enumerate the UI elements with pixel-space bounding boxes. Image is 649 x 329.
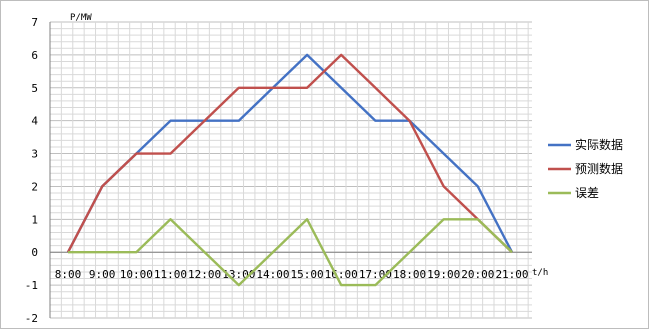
x-tick-label: 9:00	[89, 268, 116, 281]
x-axis-unit: t/h	[532, 268, 548, 278]
x-tick-label: 20:00	[461, 268, 494, 281]
y-tick-label: 3	[31, 148, 38, 161]
series-line-3	[68, 218, 513, 287]
x-tick-label: 19:00	[427, 268, 460, 281]
x-tick-label: 18:00	[393, 268, 426, 281]
x-tick-label: 10:00	[120, 268, 153, 281]
legend-label: 误差	[575, 186, 599, 200]
legend-label: 预测数据	[575, 161, 623, 176]
x-tick-label: 16:00	[325, 268, 358, 281]
series-lines	[66, 53, 514, 287]
x-tick-label: 8:00	[55, 268, 82, 281]
y-tick-label: 2	[31, 180, 38, 193]
y-tick-label: 5	[31, 82, 38, 95]
series-line-1	[66, 53, 514, 253]
y-tick-label: 0	[31, 246, 38, 259]
x-tick-label: 14:00	[256, 268, 289, 281]
x-tick-label: 12:00	[188, 268, 221, 281]
x-tick-label: 21:00	[495, 268, 528, 281]
y-tick-label: 4	[31, 115, 38, 128]
y-tick-label: 6	[31, 49, 38, 62]
y-tick-label: -1	[25, 279, 38, 292]
legend-label: 实际数据	[575, 137, 623, 152]
x-tick-label: 11:00	[154, 268, 187, 281]
x-tick-label: 15:00	[291, 268, 324, 281]
y-tick-label: 1	[31, 213, 38, 226]
y-tick-label: 7	[31, 16, 38, 29]
y-axis-unit: P/MW	[70, 13, 92, 23]
y-tick-label: -2	[25, 312, 38, 325]
series-line-2	[66, 53, 513, 254]
